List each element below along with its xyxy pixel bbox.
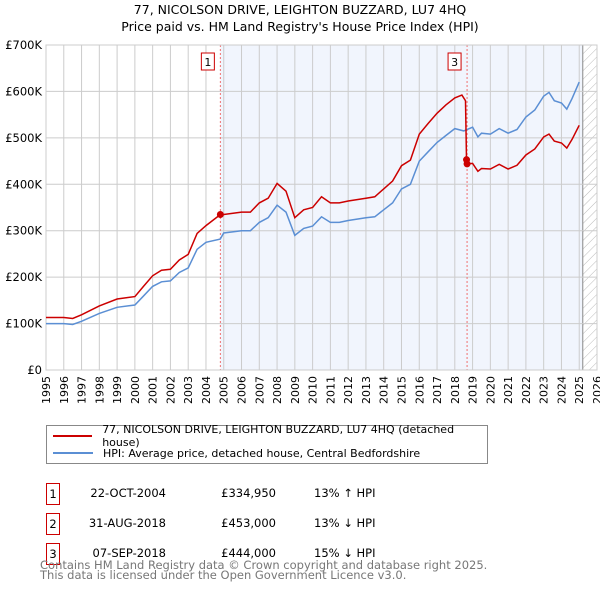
x-tick-label: 2009 (289, 376, 302, 404)
x-tick-label: 2003 (182, 376, 195, 404)
x-tick-label: 1996 (58, 376, 71, 404)
chart-subtitle: Price paid vs. HM Land Registry's House … (121, 19, 479, 34)
sale-label: 1 (204, 56, 211, 69)
sale-row: 3 07-SEP-2018 £444,000 15% ↓ HPI (46, 543, 446, 565)
x-tick-label: 2014 (378, 376, 391, 404)
x-tick-label: 2019 (467, 376, 480, 404)
x-tick-label: 2016 (413, 376, 426, 404)
x-tick-label: 2010 (307, 376, 320, 404)
legend-label-property: 77, NICOLSON DRIVE, LEIGHTON BUZZARD, LU… (102, 423, 455, 449)
x-tick-label: 2015 (395, 376, 408, 404)
x-tick-label: 2021 (502, 376, 515, 404)
x-tick-label: 2025 (573, 376, 586, 404)
x-tick-label: 2005 (218, 376, 231, 404)
chart-title: 77, NICOLSON DRIVE, LEIGHTON BUZZARD, LU… (133, 2, 467, 17)
sale-price: £334,950 (221, 486, 276, 500)
y-tick-label: £100K (5, 317, 42, 331)
x-tick-label: 2020 (484, 376, 497, 404)
sale-point (463, 160, 471, 168)
x-tick-label: 2004 (200, 376, 213, 404)
sale-hpi-diff: 13% ↓ HPI (314, 516, 376, 530)
plot-frame (45, 44, 598, 371)
sale-row: 1 22-OCT-2004 £334,950 13% ↑ HPI (46, 483, 446, 505)
sale-date: 31-AUG-2018 (88, 516, 166, 530)
x-tick-label: 1999 (111, 376, 124, 404)
y-tick-label: £200K (5, 270, 42, 284)
x-tick-label: 2022 (520, 376, 533, 404)
y-tick-label: £700K (5, 38, 42, 52)
sale-badge: 3 (46, 543, 60, 565)
property-price-line (46, 94, 580, 320)
footer-line-2: This data is licensed under the Open Gov… (40, 568, 407, 582)
sale-date: 22-OCT-2004 (90, 486, 166, 500)
sale-price: £444,000 (221, 546, 276, 560)
x-tick-label: 2001 (147, 376, 160, 404)
sale-hpi-diff: 13% ↑ HPI (314, 486, 376, 500)
hpi-line (46, 81, 580, 326)
legend-swatch-hpi (53, 452, 93, 454)
x-tick-label: 2018 (449, 376, 462, 404)
x-tick-label: 2012 (342, 376, 355, 404)
x-tick-label: 2006 (236, 376, 249, 404)
legend-label-hpi: HPI: Average price, detached house, Cent… (103, 446, 421, 460)
x-tick-label: 2007 (253, 376, 266, 404)
sale-label-box (200, 52, 215, 71)
footer-line-1: Contains HM Land Registry data © Crown c… (40, 558, 488, 572)
sale-badge: 1 (46, 483, 60, 505)
sale-date: 07-SEP-2018 (92, 546, 166, 560)
y-tick-label: £600K (5, 84, 42, 98)
x-tick-label: 1995 (40, 376, 53, 404)
x-tick-label: 2013 (360, 376, 373, 404)
y-tick-label: £400K (5, 177, 42, 191)
price-chart: 1995 1996 1997 1998 1999 2000 2001 2002 2003 2004… (5, 38, 600, 404)
x-tick-label: 2002 (164, 376, 177, 404)
sale-label: 3 (451, 56, 458, 69)
x-tick-label: 2000 (129, 376, 142, 404)
x-tick-label: 2024 (555, 376, 568, 404)
chart-legend: 77, NICOLSON DRIVE, LEIGHTON BUZZARD, LU… (46, 423, 488, 464)
footer: Contains HM Land Registry data © Crown c… (40, 558, 488, 582)
sale-row: 2 31-AUG-2018 £453,000 13% ↓ HPI (46, 513, 446, 535)
x-tick-label: 2011 (324, 376, 337, 404)
x-tick-label: 2026 (591, 376, 600, 404)
sale-price: £453,000 (221, 516, 276, 530)
sale-point (216, 210, 224, 218)
x-tick-label: 2017 (431, 376, 444, 404)
sale-hpi-diff: 15% ↓ HPI (314, 546, 376, 560)
y-tick-label: £300K (5, 224, 42, 238)
x-tick-label: 1998 (93, 376, 106, 404)
sale-badge: 2 (46, 513, 60, 535)
x-tick-label: 1997 (76, 376, 89, 404)
y-tick-label: £500K (5, 131, 42, 145)
x-tick-label: 2008 (271, 376, 284, 404)
legend-swatch-property (53, 435, 93, 437)
forecast-hatch (582, 45, 597, 370)
x-tick-label: 2023 (538, 376, 551, 404)
sale-label-box (447, 52, 462, 71)
y-tick-label: £0 (27, 363, 42, 377)
